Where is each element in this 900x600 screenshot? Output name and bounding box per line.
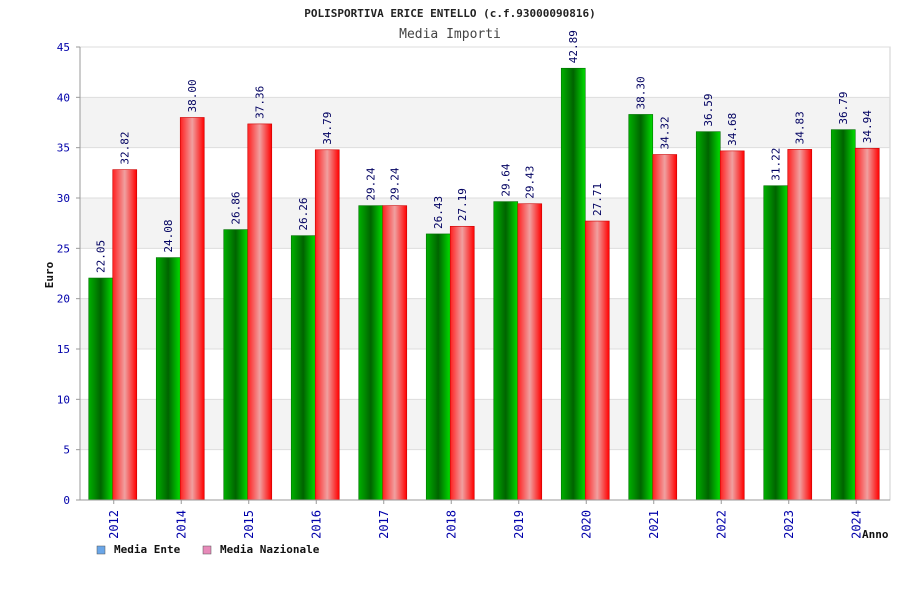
legend-swatch-media-ente (96, 545, 106, 555)
bar-media-ente (155, 257, 181, 501)
bar-media-ente (88, 277, 114, 501)
x-tick-label: 2017 (377, 510, 391, 539)
y-tick-label: 5 (63, 444, 70, 457)
bar-value-label: 36.59 (702, 94, 715, 127)
x-tick-label: 2022 (714, 510, 728, 539)
x-tick-label: 2012 (107, 510, 121, 539)
bar-value-labels: 22.05 32.82 24.08 38.00 26.86 37.36 26.26 34.79… (95, 30, 875, 273)
y-tick-label: 45 (57, 41, 70, 54)
bar-value-label: 34.32 (659, 116, 672, 149)
legend-label-media-ente: Media Ente (114, 543, 181, 556)
bar-media-ente (290, 235, 316, 501)
bar-media-nazionale (584, 220, 610, 501)
y-tick-label: 30 (57, 192, 70, 205)
bar-media-ente (358, 205, 384, 501)
bar-value-label: 27.19 (456, 188, 469, 221)
plot-band (80, 298, 890, 349)
bar-value-label: 29.64 (500, 163, 513, 196)
plot-band (80, 97, 890, 148)
bar-media-ente (493, 201, 519, 501)
x-tick-label: 2021 (647, 510, 661, 539)
bar-media-nazionale (382, 205, 408, 501)
bar-media-nazionale (854, 147, 880, 501)
bar-media-nazionale (179, 117, 205, 501)
plot-band (80, 147, 890, 198)
bar-media-nazionale (719, 150, 745, 501)
bar-value-label: 29.43 (524, 166, 537, 199)
x-tick-label: 2024 (849, 510, 863, 539)
x-tick-label: 2015 (242, 510, 256, 539)
bar-value-label: 38.30 (635, 76, 648, 109)
y-tick-label: 35 (57, 142, 70, 155)
bar-value-label: 34.83 (794, 111, 807, 144)
y-axis-ticks: 0 5 10 15 20 25 30 35 40 45 (57, 41, 890, 507)
bar-value-label: 42.89 (567, 30, 580, 63)
plot-band (80, 248, 890, 299)
bar-media-nazionale (449, 225, 475, 501)
chart-title: POLISPORTIVA ERICE ENTELLO (c.f.93000090… (304, 7, 595, 20)
plot-band (80, 198, 890, 249)
x-tick-label: 2018 (444, 510, 458, 539)
x-tick-label: 2014 (174, 510, 188, 539)
bar-media-nazionale (112, 169, 138, 501)
plot-band (80, 399, 890, 450)
plot-background (79, 46, 891, 501)
x-tick-label: 2016 (309, 510, 323, 539)
bar-value-label: 26.86 (230, 191, 243, 224)
bar-media-nazionale (247, 123, 273, 501)
bar-media-nazionale (787, 149, 813, 501)
y-tick-label: 10 (57, 393, 70, 406)
bar-value-label: 37.36 (254, 86, 267, 119)
bar-value-label: 26.26 (297, 198, 310, 231)
bar-media-ente (763, 185, 789, 501)
chart-subtitle: Media Importi (399, 27, 501, 42)
bar-value-label: 38.00 (186, 79, 199, 112)
legend: Media Ente Media Nazionale (96, 543, 320, 556)
bar-media-nazionale (517, 203, 543, 501)
bar-media-ente (425, 233, 451, 501)
plot-band (80, 47, 890, 98)
bar-value-label: 34.94 (861, 110, 874, 143)
bar-value-label: 36.79 (837, 92, 850, 125)
bar-media-ente (560, 67, 586, 501)
bar-media-ente (830, 129, 856, 501)
x-axis-ticks: 2012 2014 2015 2016 2017 2018 2019 2020 2021 2022… (107, 500, 863, 539)
bar-value-label: 26.43 (432, 196, 445, 229)
plot-band (80, 349, 890, 400)
bar-value-label: 27.71 (591, 183, 604, 216)
bar-value-label: 29.24 (365, 167, 378, 200)
y-tick-label: 20 (57, 293, 70, 306)
bar-media-ente (628, 114, 654, 501)
bar-value-label: 29.24 (389, 167, 402, 200)
bar-value-label: 32.82 (119, 131, 132, 164)
y-axis-label: Euro (43, 261, 56, 288)
bar-value-label: 34.68 (726, 113, 739, 146)
bar-media-ente (695, 131, 721, 501)
bar-value-label: 31.22 (770, 148, 783, 181)
legend-swatch-media-nazionale (202, 545, 212, 555)
x-tick-label: 2020 (579, 510, 593, 539)
bar-value-label: 22.05 (95, 240, 108, 273)
x-axis-label: Anno (862, 528, 889, 541)
bar-media-nazionale (314, 149, 340, 501)
y-tick-label: 0 (63, 494, 70, 507)
bar-value-label: 24.08 (162, 219, 175, 252)
y-tick-label: 40 (57, 91, 70, 104)
bar-media-nazionale (652, 154, 678, 501)
bar-value-label: 34.79 (321, 112, 334, 145)
legend-label-media-nazionale: Media Nazionale (220, 543, 320, 556)
plot-band (80, 449, 890, 500)
y-tick-label: 15 (57, 343, 70, 356)
x-tick-label: 2023 (782, 510, 796, 539)
x-tick-label: 2019 (512, 510, 526, 539)
y-tick-label: 25 (57, 242, 70, 255)
bar-media-ente (223, 229, 249, 501)
